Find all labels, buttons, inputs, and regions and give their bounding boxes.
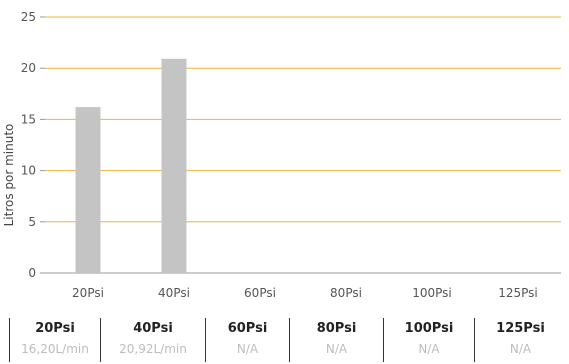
cell-pressure-label: 40Psi [133, 321, 173, 336]
flow-rate-table: 20Psi 16,20L/min 40Psi 20,92L/min 60Psi N/A 80… [0, 318, 569, 362]
gridlines [40, 16, 561, 274]
y-tick-label: 25 [21, 10, 36, 24]
bar-20psi [75, 107, 101, 273]
y-tick-label: 10 [21, 164, 36, 178]
x-tick-label: 125Psi [498, 286, 538, 300]
cell-flow-value: N/A [418, 342, 440, 356]
cell-flow-value: N/A [236, 342, 259, 356]
y-tick-label: 5 [28, 215, 36, 229]
cell-pressure-label: 60Psi [227, 321, 268, 336]
cell-flow-value: N/A [325, 342, 348, 356]
x-tick-label: 80Psi [330, 286, 362, 300]
y-tick-label: 20 [21, 61, 36, 75]
y-tick-label: 0 [28, 266, 36, 280]
x-tick-labels: 20Psi 40Psi 60Psi 80Psi 100Psi 125Psi [72, 286, 538, 300]
bar-chart: 0 5 10 15 20 25 20Psi 40Psi 60Psi 80Psi 100Psi 125… [2, 10, 561, 300]
x-tick-label: 100Psi [412, 286, 452, 300]
x-tick-label: 40Psi [158, 286, 190, 300]
table-cell: 100Psi N/A [383, 318, 474, 362]
x-tick-label: 60Psi [244, 286, 276, 300]
cell-pressure-label: 20Psi [35, 321, 75, 336]
cell-flow-value: 20,92L/min [119, 342, 187, 356]
cell-pressure-label: 125Psi [496, 321, 545, 336]
y-tick-labels: 0 5 10 15 20 25 [21, 10, 36, 280]
table-cell: 80Psi N/A [289, 318, 383, 362]
cell-flow-value: N/A [509, 342, 532, 356]
cell-flow-value: 16,20L/min [21, 342, 89, 356]
y-axis-label: Litros por minuto [2, 124, 16, 227]
table-cell: 20Psi 16,20L/min [9, 318, 100, 362]
cell-pressure-label: 100Psi [404, 321, 454, 336]
cell-pressure-label: 80Psi [316, 321, 357, 336]
x-tick-label: 20Psi [72, 286, 104, 300]
bars [75, 58, 187, 273]
y-tick-label: 15 [21, 112, 36, 126]
table-cell: 125Psi N/A [474, 318, 566, 362]
table-cell: 40Psi 20,92L/min [100, 318, 205, 362]
table-cell: 60Psi N/A [205, 318, 289, 362]
bar-40psi [161, 58, 187, 273]
